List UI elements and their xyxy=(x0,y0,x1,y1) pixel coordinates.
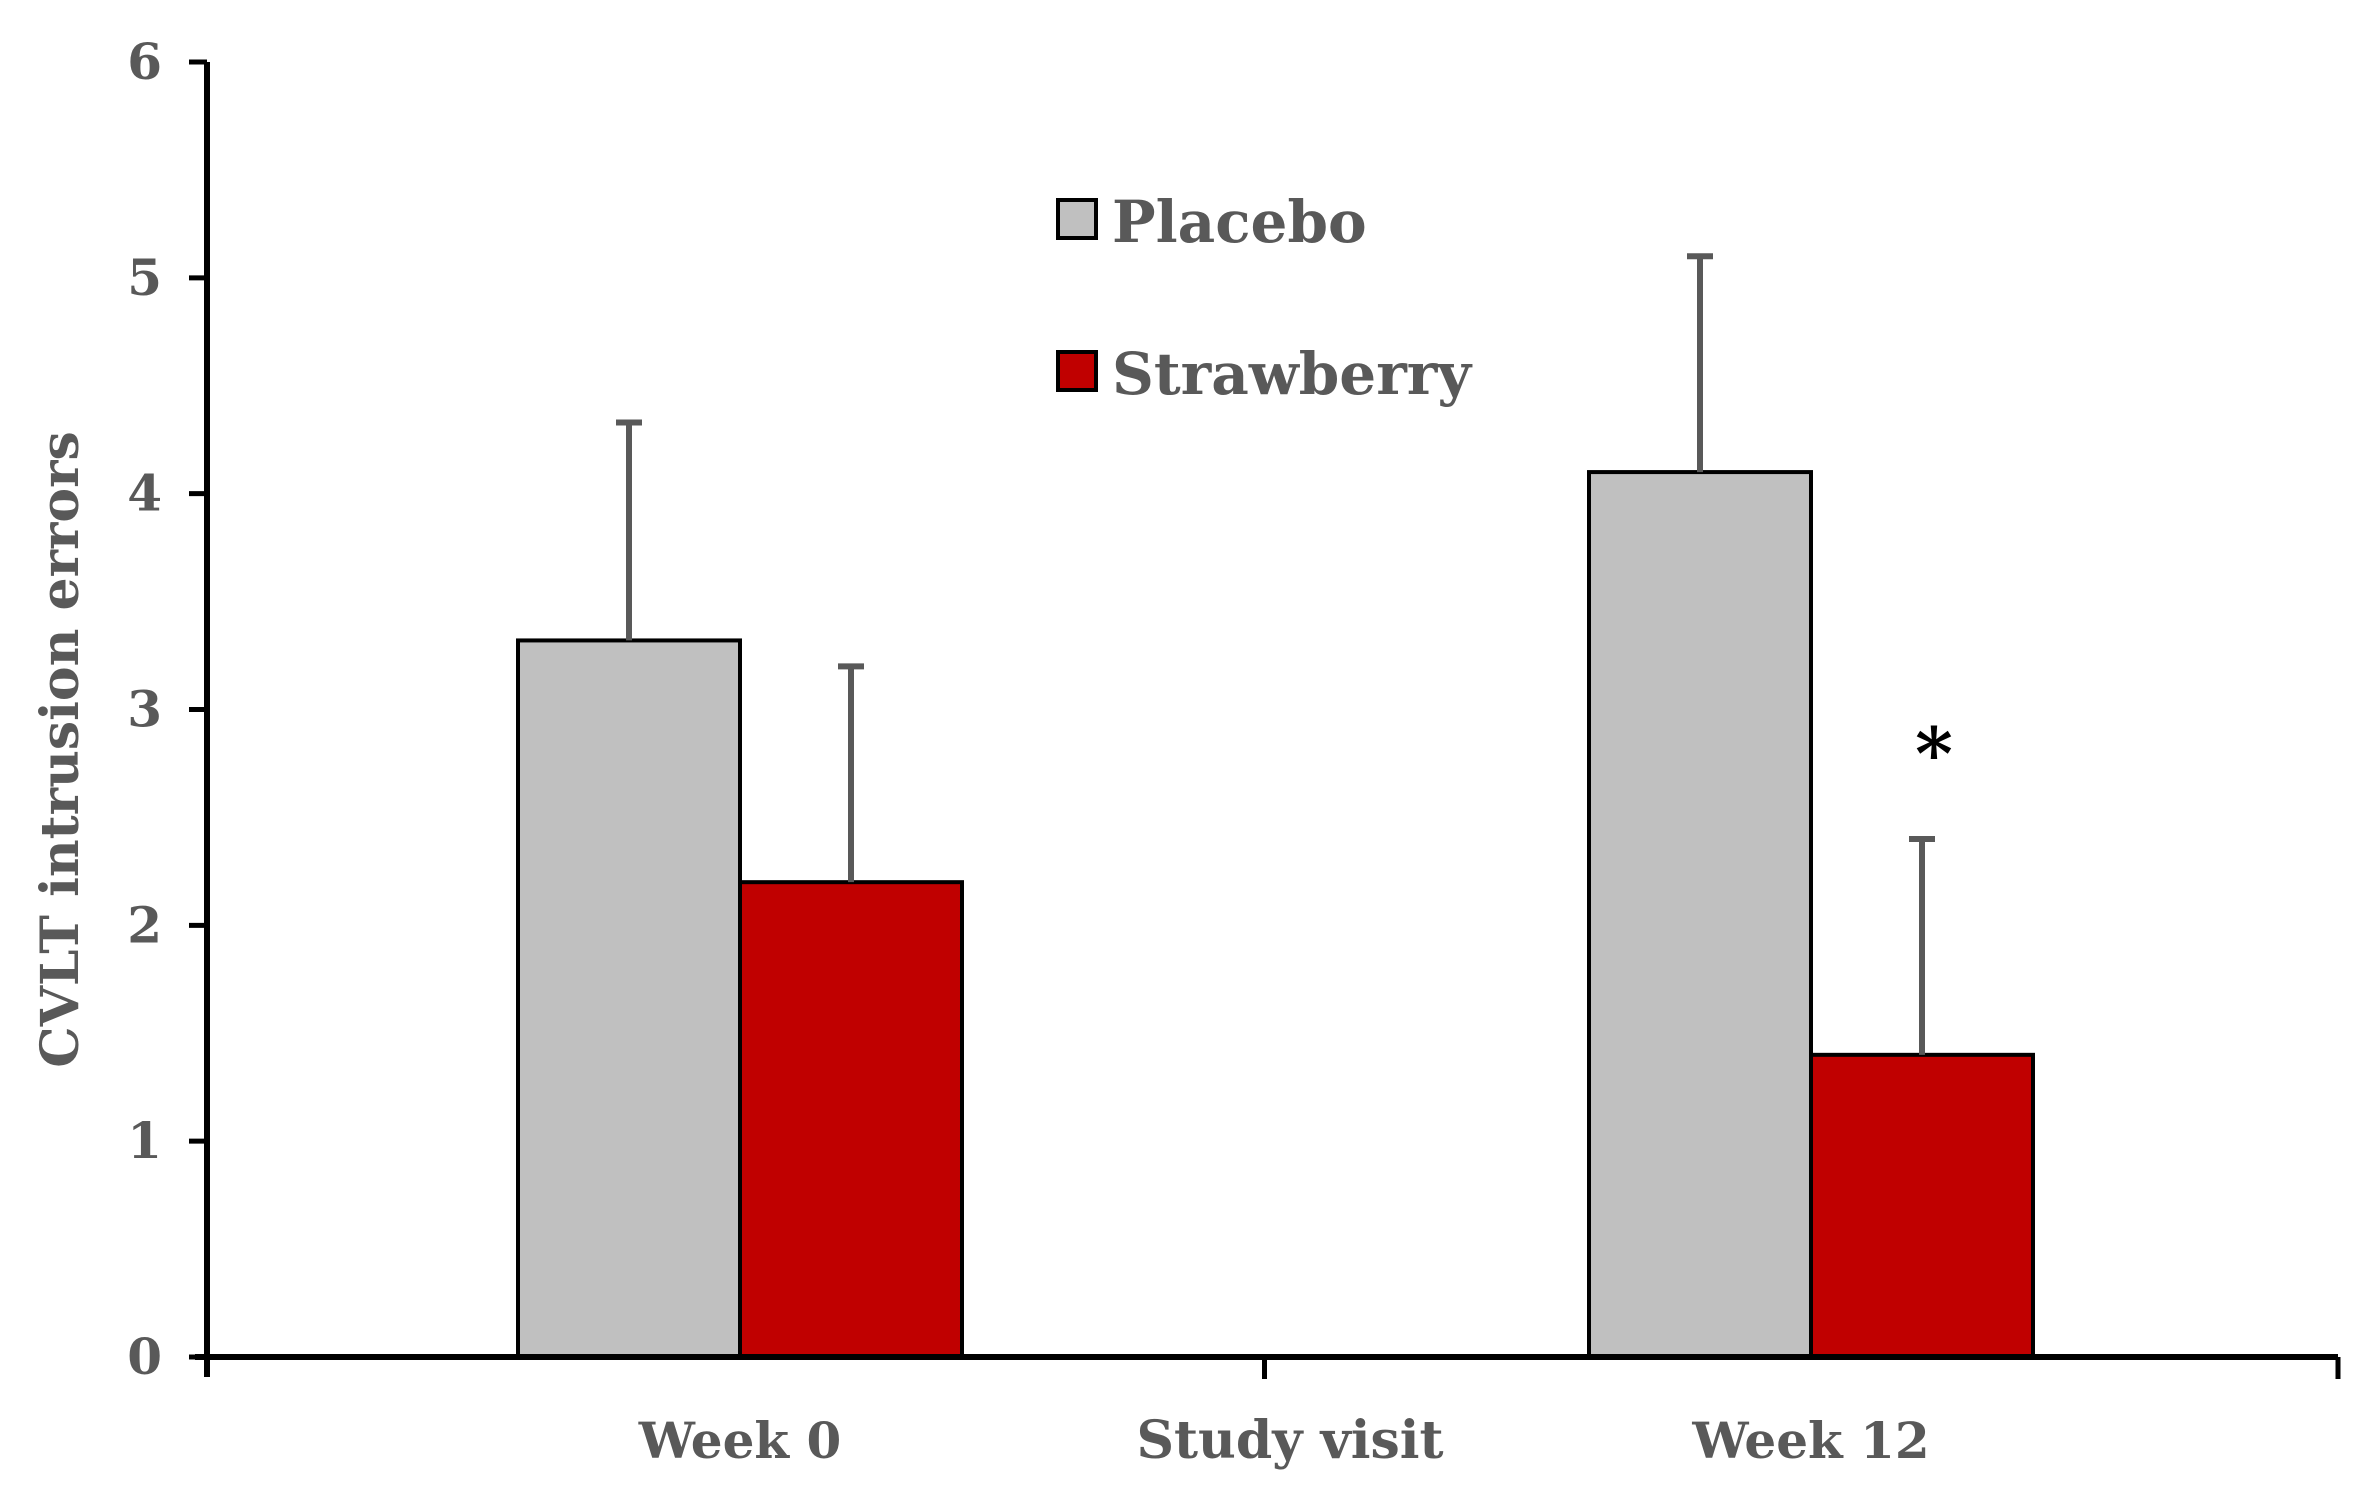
legend-swatch-strawberry xyxy=(1056,350,1098,392)
y-axis-title: CVLT intrusion errors xyxy=(30,431,91,1068)
bars-layer xyxy=(516,470,2035,1360)
bar-placebo-0 xyxy=(516,638,742,1359)
y-tick-label: 6 xyxy=(127,32,162,91)
legend-swatch-placebo xyxy=(1056,198,1098,240)
significance-marker: * xyxy=(1915,711,1953,796)
legend: Placebo Strawberry xyxy=(1056,188,1473,408)
y-ticks: 0 1 2 3 4 5 6 xyxy=(127,32,207,1386)
bar-strawberry-0 xyxy=(738,880,964,1360)
y-tick-label: 4 xyxy=(127,464,162,523)
x-category-label: Week 12 xyxy=(1691,1411,1929,1470)
y-tick-label: 5 xyxy=(127,248,162,307)
legend-label-placebo: Placebo xyxy=(1112,188,1367,256)
x-axis-title: Study visit xyxy=(1136,1410,1443,1471)
bar-placebo-1 xyxy=(1587,470,1813,1360)
y-tick-label: 1 xyxy=(127,1111,162,1170)
y-tick-label: 2 xyxy=(127,895,162,954)
x-category-label: Week 0 xyxy=(638,1411,842,1470)
y-tick-label: 3 xyxy=(127,680,162,739)
annotations: * xyxy=(1915,711,1953,796)
legend-label-strawberry: Strawberry xyxy=(1112,340,1473,408)
bar-strawberry-1 xyxy=(1809,1052,2035,1360)
x-ticks: Week 0 Week 12 xyxy=(638,1357,2341,1470)
y-tick-label: 0 xyxy=(127,1327,162,1386)
error-bars-layer xyxy=(616,253,1935,1055)
